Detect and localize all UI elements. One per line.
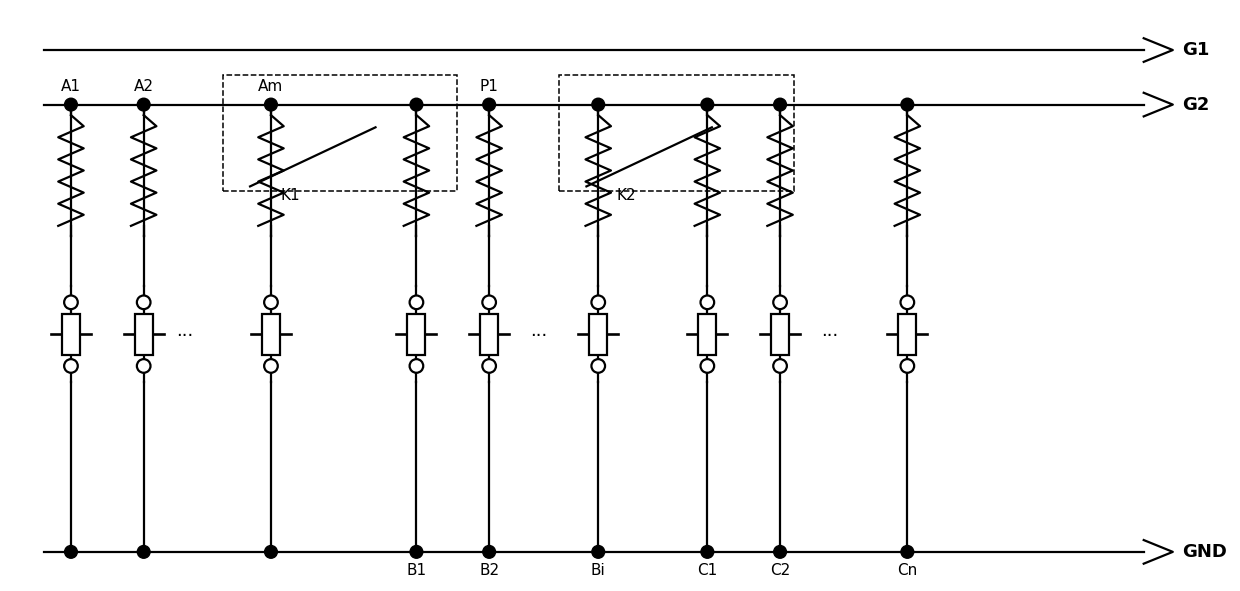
Circle shape	[64, 296, 78, 309]
Text: G2: G2	[1182, 96, 1209, 113]
Circle shape	[64, 98, 77, 111]
Circle shape	[409, 359, 423, 373]
Bar	[589, 314, 608, 355]
Circle shape	[264, 545, 278, 558]
Circle shape	[136, 359, 150, 373]
Circle shape	[410, 98, 423, 111]
Circle shape	[482, 359, 496, 373]
Text: ···: ···	[531, 327, 548, 345]
Text: C1: C1	[697, 563, 718, 578]
Bar	[559, 76, 794, 191]
Bar	[223, 76, 458, 191]
Text: B1: B1	[407, 563, 427, 578]
Circle shape	[591, 98, 605, 111]
Bar	[262, 314, 280, 355]
Text: C2: C2	[770, 563, 790, 578]
Circle shape	[774, 98, 786, 111]
Text: P1: P1	[480, 79, 498, 94]
Text: ···: ···	[821, 327, 838, 345]
Circle shape	[774, 359, 787, 373]
Text: Bi: Bi	[591, 563, 605, 578]
Circle shape	[591, 296, 605, 309]
Text: ···: ···	[176, 327, 193, 345]
Circle shape	[136, 296, 150, 309]
Bar	[771, 314, 789, 355]
Text: K2: K2	[616, 188, 636, 203]
Bar	[135, 314, 153, 355]
Circle shape	[701, 98, 714, 111]
Circle shape	[701, 296, 714, 309]
Circle shape	[264, 359, 278, 373]
Circle shape	[482, 98, 496, 111]
Circle shape	[264, 296, 278, 309]
Text: A2: A2	[134, 79, 154, 94]
Text: Cn: Cn	[898, 563, 918, 578]
Circle shape	[901, 98, 914, 111]
Circle shape	[701, 545, 714, 558]
Text: GND: GND	[1182, 543, 1226, 561]
Circle shape	[900, 296, 914, 309]
Circle shape	[410, 545, 423, 558]
Text: Am: Am	[258, 79, 284, 94]
Circle shape	[591, 359, 605, 373]
Circle shape	[64, 545, 77, 558]
Bar	[698, 314, 717, 355]
Bar	[408, 314, 425, 355]
Bar	[898, 314, 916, 355]
Circle shape	[138, 98, 150, 111]
Circle shape	[774, 545, 786, 558]
Bar	[62, 314, 79, 355]
Text: A1: A1	[61, 79, 81, 94]
Circle shape	[901, 545, 914, 558]
Bar	[480, 314, 498, 355]
Circle shape	[64, 359, 78, 373]
Text: B2: B2	[479, 563, 500, 578]
Text: G1: G1	[1182, 41, 1209, 59]
Circle shape	[482, 545, 496, 558]
Circle shape	[482, 296, 496, 309]
Text: K1: K1	[280, 188, 300, 203]
Circle shape	[774, 296, 787, 309]
Circle shape	[409, 296, 423, 309]
Circle shape	[138, 545, 150, 558]
Circle shape	[701, 359, 714, 373]
Circle shape	[591, 545, 605, 558]
Circle shape	[264, 98, 278, 111]
Circle shape	[900, 359, 914, 373]
